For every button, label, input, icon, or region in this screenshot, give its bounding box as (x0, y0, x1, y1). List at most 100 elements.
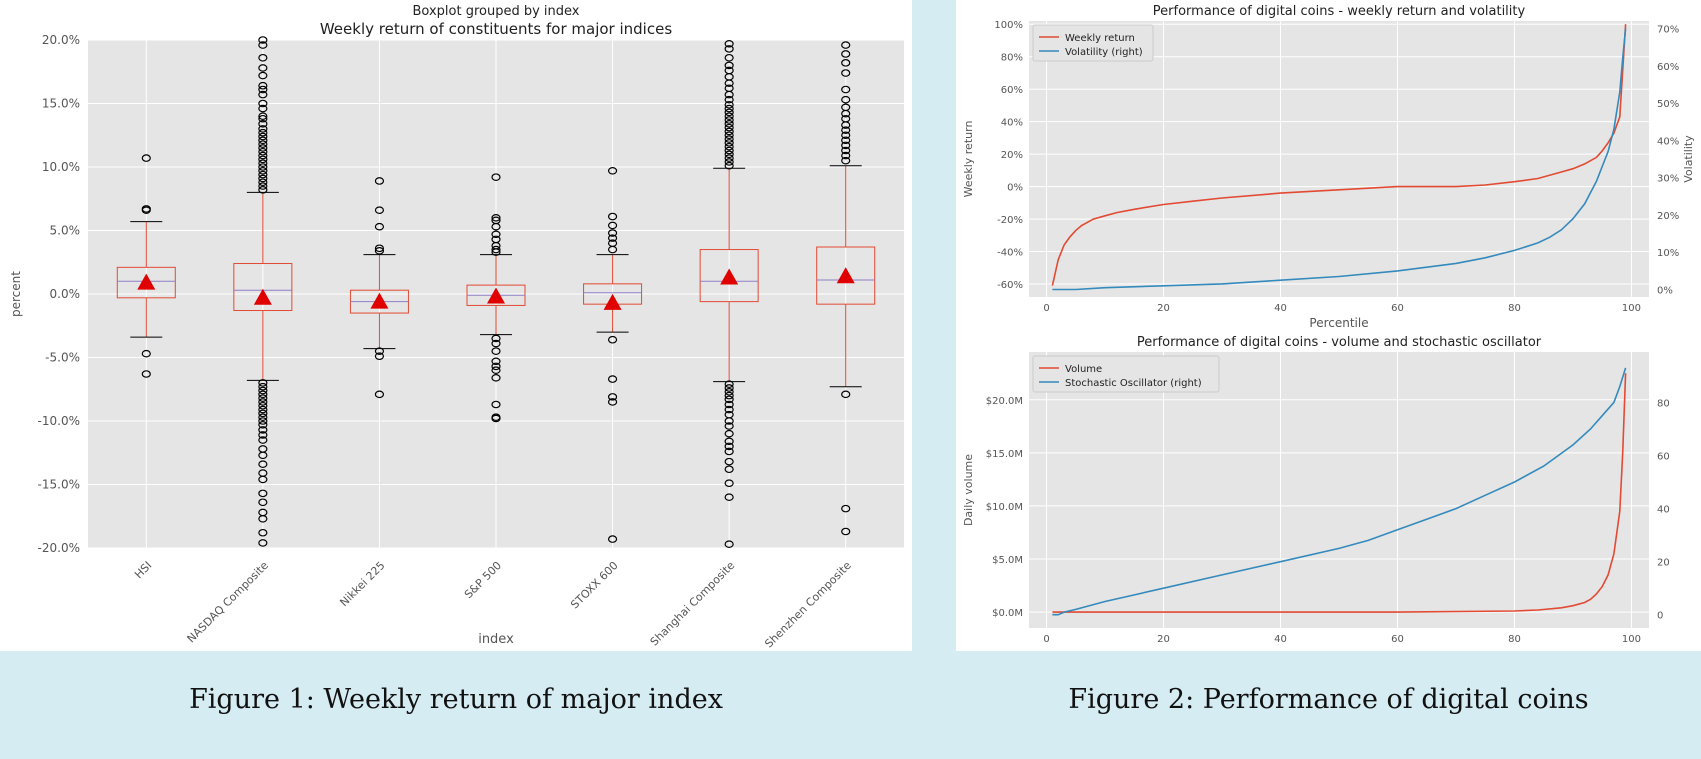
outlier-point (258, 144, 268, 152)
box-1 (116, 154, 176, 378)
box-3 (349, 177, 409, 399)
y-tick-label: 0.0% (50, 287, 81, 301)
volume-chart-y-axis-label: Daily volume (962, 454, 975, 526)
outlier-point (841, 141, 851, 150)
outlier-point (841, 151, 851, 160)
outlier-point (724, 127, 734, 136)
outlier-point (491, 366, 501, 375)
volume-chart-y2-tick-label: 0 (1657, 611, 1663, 622)
outlier-point (841, 131, 851, 140)
outlier-point (258, 398, 268, 406)
outlier-point (258, 431, 268, 439)
mean-marker (253, 288, 272, 305)
outlier-point (491, 334, 501, 343)
outlier-point (724, 100, 734, 109)
volume-chart-y2-tick-label: 80 (1657, 398, 1670, 409)
volatility-chart-x-tick-label: 40 (1274, 303, 1287, 314)
y-tick-label: -10.0% (38, 414, 80, 428)
y-tick-label: 20.0% (42, 33, 80, 47)
outlier-point (841, 59, 851, 67)
outlier-point (841, 50, 851, 58)
volume-chart-y2-tick-label: 20 (1657, 558, 1670, 569)
outlier-point (141, 349, 151, 358)
volatility-chart-y-tick-label: 0% (1007, 183, 1023, 194)
volume-chart-series-line-1 (1052, 373, 1627, 613)
outlier-point (258, 151, 268, 160)
outlier-point (258, 36, 268, 44)
volume-chart-y-tick-label: $0.0M (992, 608, 1023, 619)
outlier-point (724, 429, 734, 438)
outlier-point (258, 53, 268, 62)
volatility-chart-plot-area (1029, 21, 1649, 297)
volume-chart-legend: Volume Stochastic Oscillator (right) (1032, 355, 1220, 393)
outlier-point (724, 384, 734, 392)
outlier-point (724, 131, 734, 140)
iqr-box (699, 249, 759, 303)
outlier-point (258, 413, 268, 421)
outlier-point (141, 154, 151, 162)
y-tick-label: 10.0% (42, 160, 80, 174)
outlier-point (491, 374, 501, 382)
outlier-point (258, 460, 268, 468)
outlier-point (841, 146, 851, 155)
outlier-point (491, 173, 501, 181)
outlier-point (258, 498, 268, 507)
x-tick-label: NASDAQ Composite (185, 559, 272, 646)
box-2 (233, 36, 293, 547)
volatility-chart-y-tick-label: -20% (997, 215, 1023, 226)
volume-chart-y-tick-label: $15.0M (986, 449, 1023, 460)
outlier-point (258, 41, 268, 49)
volatility-chart-y2-tick-label: 50% (1657, 99, 1679, 110)
volume-chart-title: Performance of digital coins - volume an… (1137, 335, 1542, 350)
outlier-point (724, 493, 734, 502)
x-tick-label: S&P 500 (462, 559, 504, 601)
volume-chart-x-tick-label: 60 (1391, 634, 1404, 645)
outlier-point (258, 178, 268, 187)
y-tick-label: -5.0% (45, 351, 80, 365)
outlier-point (258, 539, 268, 547)
outlier-point (724, 95, 734, 104)
volume-chart-plot-area (1029, 352, 1649, 628)
x-tick-label: STOXX 600 (568, 559, 620, 611)
outlier-point (724, 84, 734, 93)
outlier-point (724, 66, 734, 75)
volatility-chart-series-line-1 (1051, 24, 1627, 286)
outlier-point (374, 222, 385, 231)
outlier-point (724, 387, 734, 396)
outlier-point (374, 390, 385, 399)
box-6 (699, 40, 759, 548)
outlier-point (841, 85, 851, 94)
volume-chart-legend-frame (1032, 355, 1220, 393)
outlier-point (258, 132, 268, 141)
outlier-point (724, 40, 734, 48)
mean-marker (836, 267, 855, 284)
volume-chart-legend-label: Stochastic Oscillator (right) (1065, 378, 1202, 389)
outlier-point (374, 244, 385, 253)
outlier-point (491, 414, 501, 423)
outlier-point (724, 400, 734, 409)
outlier-point (724, 53, 734, 62)
y-tick-label: 15.0% (42, 97, 80, 111)
outlier-point (491, 339, 501, 348)
outlier-point (258, 417, 268, 425)
volatility-chart-y-tick-label: 100% (994, 20, 1023, 31)
mean-marker (137, 273, 156, 290)
mean-marker (720, 268, 739, 285)
box-7 (816, 41, 876, 536)
outlier-point (258, 159, 268, 167)
figure-1-panel: -20.0% -15.0% -10.0% -5.0% 0.0% 5.0% 10.0% 15.0… (0, 0, 912, 651)
outlier-point (841, 136, 851, 145)
outlier-point (258, 167, 268, 175)
outlier-point (841, 390, 851, 399)
outlier-point (724, 161, 734, 170)
volatility-chart-x-tick-label: 0 (1043, 303, 1049, 314)
outlier-point (258, 489, 268, 498)
volatility-chart-legend-label: Volatility (right) (1065, 47, 1143, 58)
outlier-point (724, 465, 734, 474)
outlier-point (724, 108, 734, 117)
outlier-point (258, 140, 268, 148)
outlier-point (607, 212, 618, 221)
outlier-point (491, 248, 501, 256)
volatility-chart-legend-frame (1032, 24, 1154, 62)
outlier-point (724, 479, 734, 488)
